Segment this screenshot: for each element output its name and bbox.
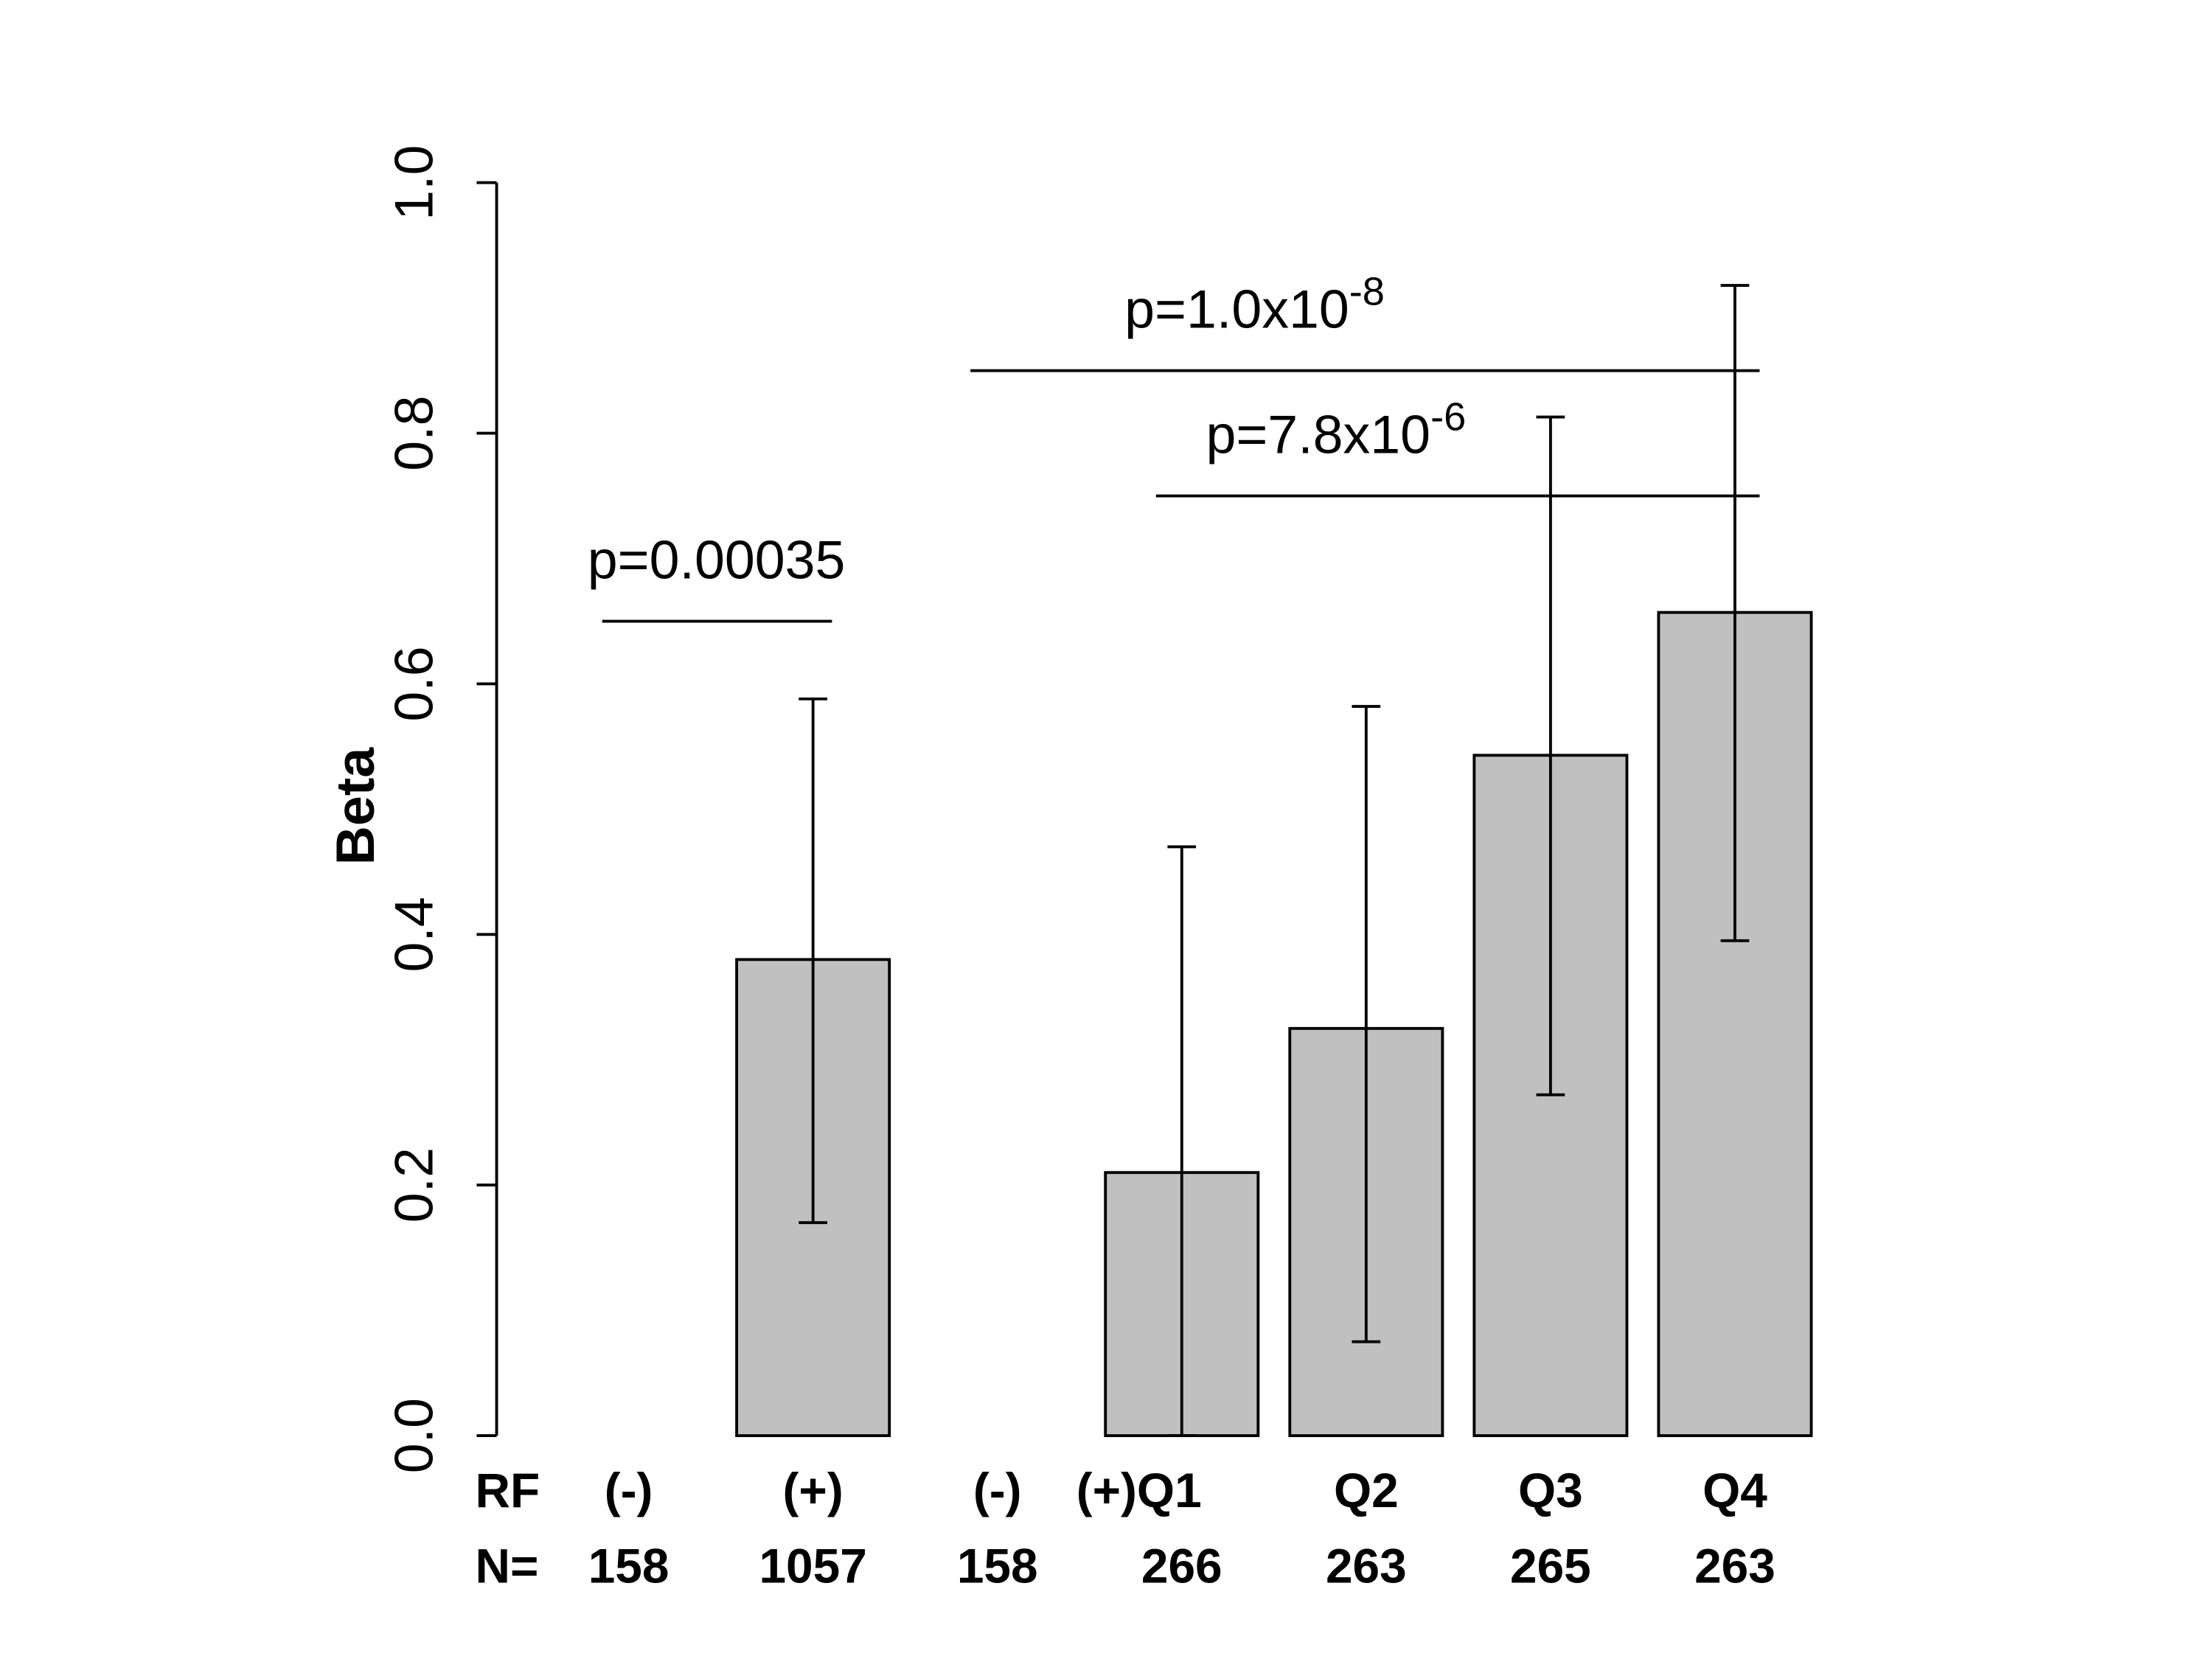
p-value-exponent: -8 — [1349, 270, 1385, 314]
n-value: 158 — [588, 1538, 669, 1593]
p-value-text: p=7.8x10 — [1206, 404, 1430, 465]
p-value-text: p=0.00035 — [588, 529, 846, 590]
y-axis-label: Beta — [324, 747, 386, 865]
y-tick-label: 0.0 — [383, 1398, 444, 1473]
n-value: 265 — [1510, 1538, 1591, 1593]
n-value: 266 — [1141, 1538, 1222, 1593]
y-tick-label: 0.8 — [383, 396, 444, 471]
p-value-text: p=1.0x10 — [1124, 279, 1349, 340]
error-bar — [1536, 415, 1565, 1096]
n-value: 263 — [1694, 1538, 1775, 1593]
y-tick-label: 1.0 — [383, 145, 444, 220]
y-tick-label: 0.6 — [383, 646, 444, 721]
row-label: RF — [476, 1463, 540, 1517]
x-tick-label: (-) — [973, 1463, 1022, 1517]
p-value: p=1.0x10-8 — [1124, 270, 1385, 340]
x-tick-label: Q3 — [1518, 1463, 1583, 1517]
x-tick-label: Q4 — [1703, 1463, 1767, 1517]
error-bar — [1167, 845, 1197, 1438]
n-value: 1057 — [759, 1538, 866, 1593]
y-tick-label: 0.4 — [383, 897, 444, 972]
error-bar — [1720, 284, 1750, 942]
y-tick-label: 0.2 — [383, 1147, 444, 1222]
p-value: p=0.00035 — [588, 529, 846, 590]
p-value: p=7.8x10-6 — [1206, 395, 1466, 465]
n-value: 158 — [957, 1538, 1038, 1593]
n-value: 263 — [1326, 1538, 1407, 1593]
error-bar — [1352, 705, 1381, 1343]
x-tick-label: (+) — [783, 1463, 844, 1517]
x-tick-label: (+)Q1 — [1077, 1463, 1202, 1517]
n-label: N= — [476, 1538, 539, 1593]
x-tick-label: (-) — [605, 1463, 653, 1517]
x-tick-label: Q2 — [1334, 1463, 1399, 1517]
p-value-exponent: -6 — [1430, 395, 1466, 439]
error-bar — [799, 697, 828, 1225]
